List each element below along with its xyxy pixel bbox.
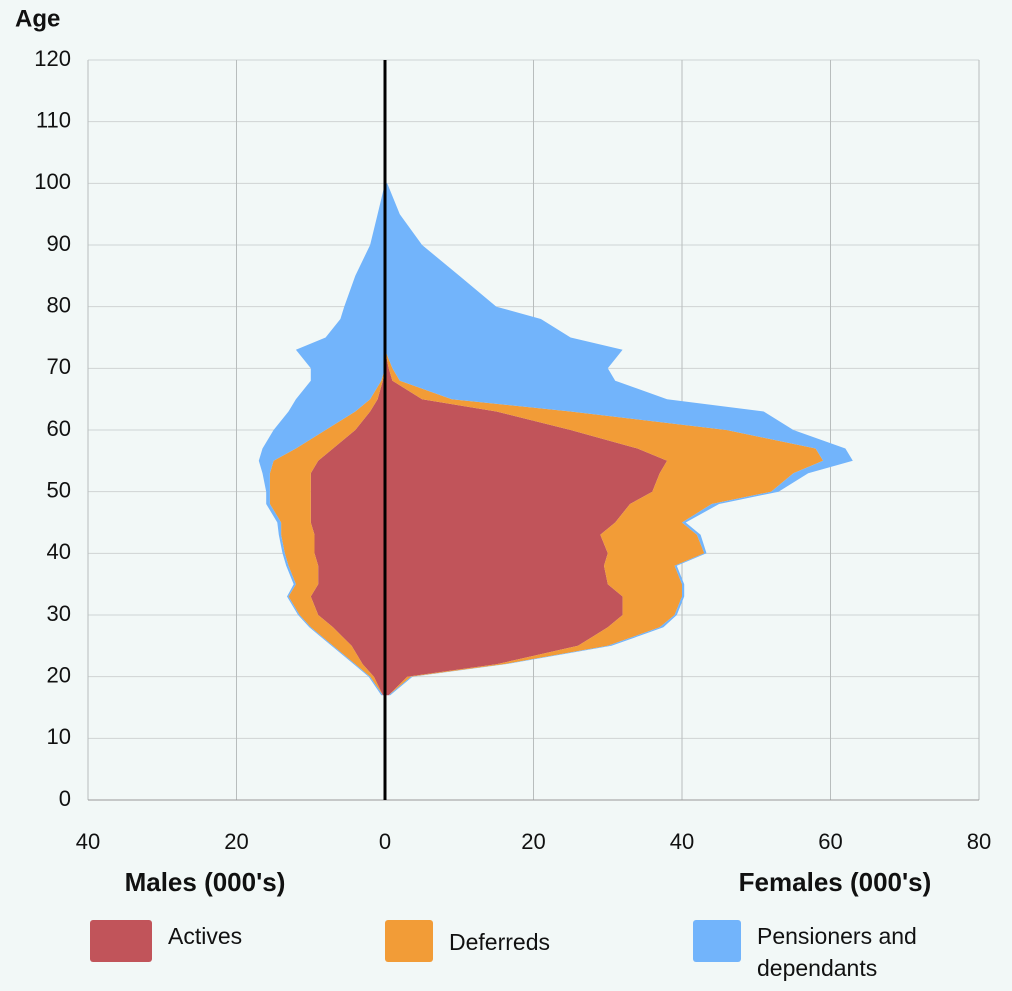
x-tick-label: 80 [967,829,991,854]
x-axis-title-right: Females (000's) [739,867,932,897]
y-tick-label: 70 [47,354,71,379]
legend-label: Deferreds [449,929,550,955]
y-tick-label: 0 [59,786,71,811]
legend-swatch [385,920,433,962]
legend-swatch [90,920,152,962]
y-tick-label: 40 [47,539,71,564]
legend-item: Deferreds [385,920,679,962]
y-tick-label: 60 [47,416,71,441]
area [385,183,824,696]
y-tick-label: 10 [47,724,71,749]
y-axis-title: Age [15,5,60,32]
y-tick-label: 80 [47,292,71,317]
area [310,183,385,696]
y-tick-label: 20 [47,662,71,687]
legend-label: Actives [168,923,243,949]
x-tick-label: 20 [521,829,545,854]
y-tick-label: 90 [47,231,71,256]
x-tick-label: 20 [224,829,248,854]
legend-item: Actives [90,920,398,962]
x-tick-label: 40 [76,829,100,854]
legend-item: Pensioners and dependants [693,920,987,984]
legend-label: Pensioners and dependants [757,923,917,981]
area [258,183,385,696]
area [385,183,853,696]
area [385,183,668,696]
x-tick-label: 60 [818,829,842,854]
y-tick-label: 100 [34,169,71,194]
x-axis-title-left: Males (000's) [125,867,286,897]
y-tick-label: 30 [47,601,71,626]
y-tick-label: 110 [36,107,71,132]
x-tick-label: 0 [379,829,391,854]
legend-swatch [693,920,741,962]
y-tick-label: 120 [34,46,71,71]
area [269,183,385,696]
x-tick-label: 40 [670,829,694,854]
y-tick-label: 50 [47,477,71,502]
